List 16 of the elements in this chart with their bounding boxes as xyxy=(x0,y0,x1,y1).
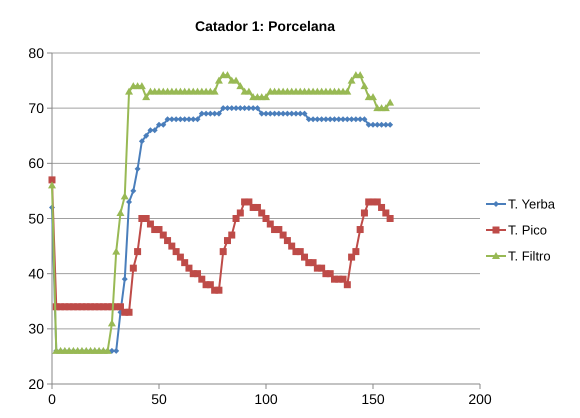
y-tick-label: 30 xyxy=(28,320,44,337)
chart-title: Catador 1: Porcelana xyxy=(194,18,336,34)
y-tick-label: 80 xyxy=(28,44,44,61)
x-tick-label: 200 xyxy=(468,391,492,407)
y-tick-label: 70 xyxy=(28,100,44,116)
y-tick-label: 40 xyxy=(28,266,44,282)
x-tick-label: 0 xyxy=(48,391,56,407)
y-tick-label: 60 xyxy=(28,155,44,172)
x-tick-label: 50 xyxy=(151,391,167,407)
legend-label: T. Pico xyxy=(508,222,548,238)
y-tick-label: 20 xyxy=(28,376,44,392)
legend-label: T. Filtro xyxy=(508,248,551,264)
x-tick-label: 100 xyxy=(254,391,278,407)
x-tick-label: 150 xyxy=(361,391,385,407)
y-tick-label: 50 xyxy=(28,210,44,226)
legend-label: T. Yerba xyxy=(508,196,556,212)
